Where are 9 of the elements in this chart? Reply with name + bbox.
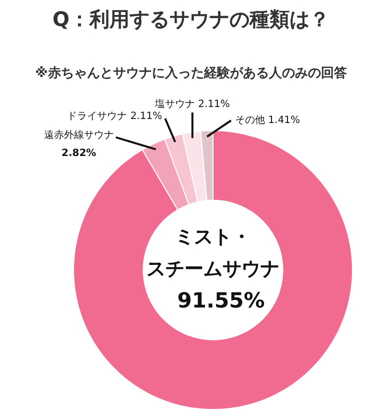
chart-subtitle: ※赤ちゃんとサウナに入った経験がある人のみの回答 xyxy=(34,64,348,82)
chart-title: Q：利用するサウナの種類は？ xyxy=(51,6,330,33)
slice-label: ドライサウナ 2.11% xyxy=(67,111,162,122)
data-label: 2.82% xyxy=(62,148,96,159)
data-label: 91.55% xyxy=(177,288,265,312)
slice-label: 塩サウナ 2.11% xyxy=(154,98,230,110)
slice-label: 遠赤外線サウナ xyxy=(44,128,114,141)
slice-label: ミスト・スチームサウナ xyxy=(146,226,280,280)
slice-label: その他 1.41% xyxy=(235,114,300,126)
